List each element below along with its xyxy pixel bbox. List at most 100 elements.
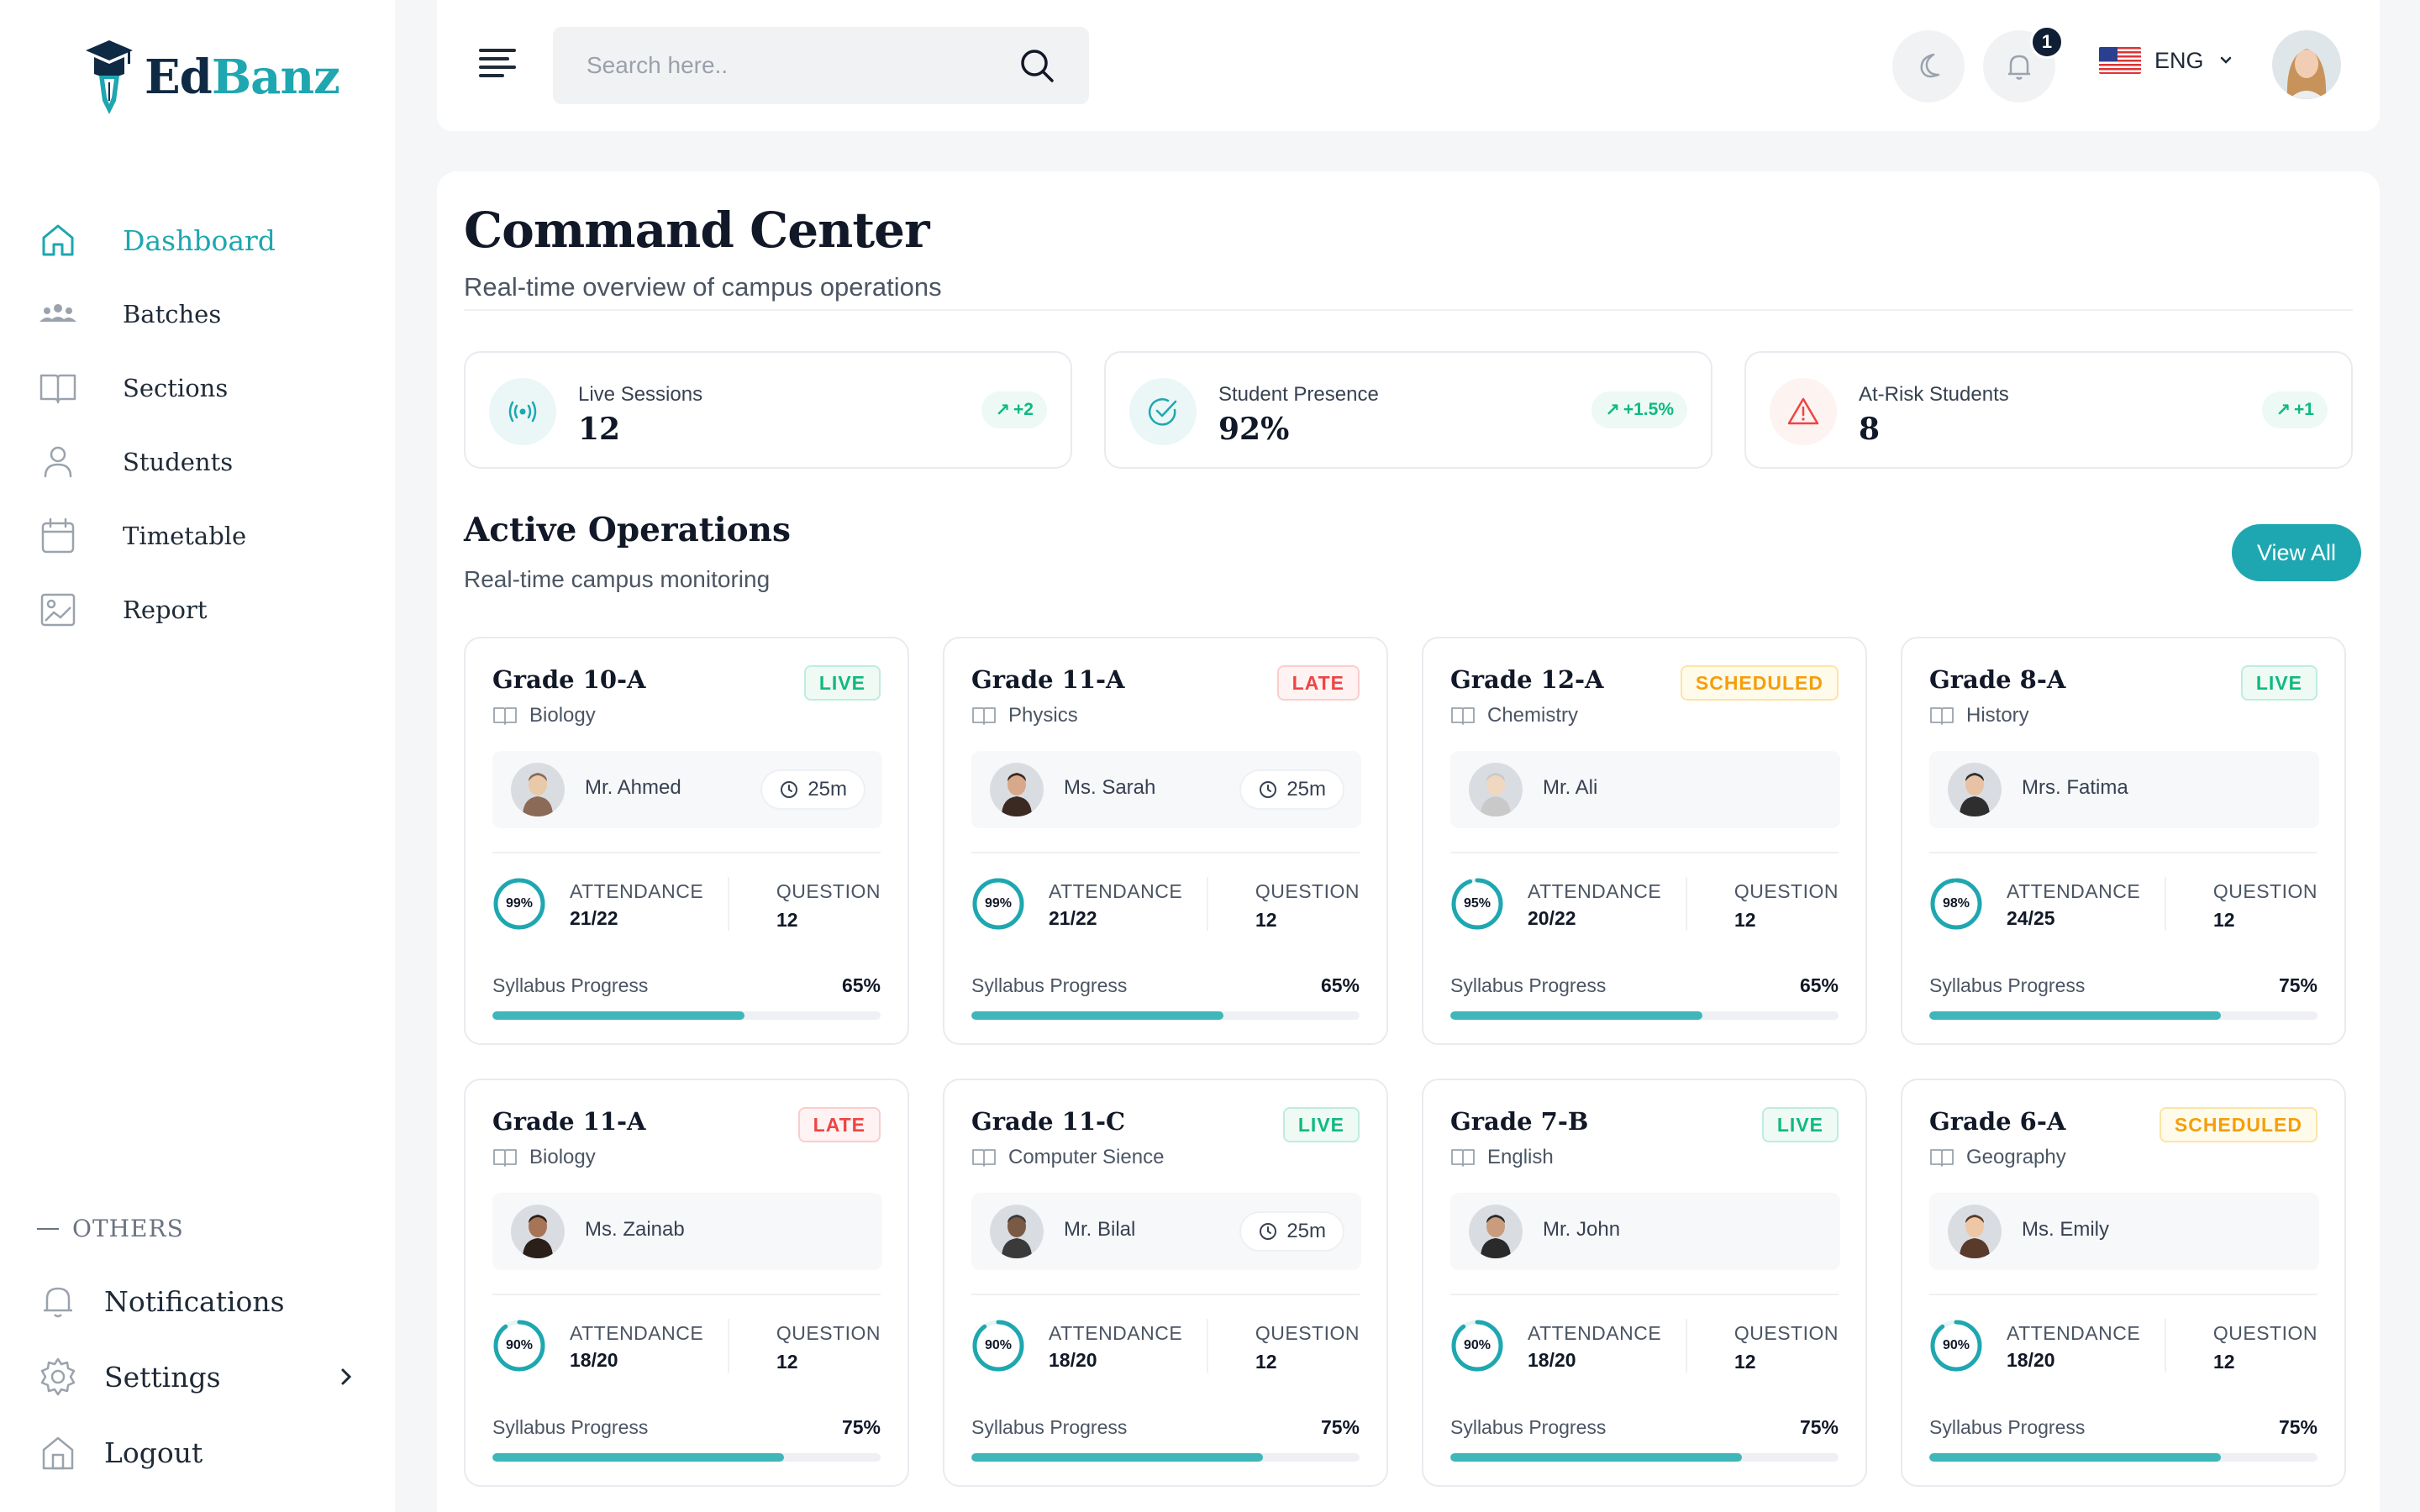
question-value: 12 xyxy=(776,909,798,931)
question-label: QUESTION xyxy=(776,1322,881,1344)
notifications-button[interactable]: 1 xyxy=(1983,25,2064,102)
attendance-ring: 90% xyxy=(1929,1319,1983,1373)
sidebar-item-settings[interactable]: Settings xyxy=(37,1339,356,1415)
dark-mode-button[interactable] xyxy=(1892,30,1965,102)
language-selector[interactable]: ENG xyxy=(2099,47,2234,74)
teacher-box: Ms. Zainab xyxy=(492,1193,882,1270)
attendance-percent: 90% xyxy=(1463,1338,1491,1352)
bell-icon xyxy=(2008,55,2030,80)
sidebar-item-batches[interactable]: Batches xyxy=(37,277,373,351)
syllabus-value: 75% xyxy=(1799,1416,1839,1438)
question-label: QUESTION xyxy=(1255,880,1360,902)
attendance-percent: 90% xyxy=(984,1338,1013,1352)
divider xyxy=(464,309,2353,311)
syllabus-value: 65% xyxy=(1799,974,1839,996)
operation-card[interactable]: Grade 11-C LIVE Computer Sience Mr. Bila… xyxy=(943,1079,1388,1487)
stat-card-at-risk[interactable]: At-Risk Students 8 ↗ +1 xyxy=(1744,351,2353,469)
attendance-value: 24/25 xyxy=(2007,907,2055,929)
sidebar-item-notifications[interactable]: Notifications xyxy=(37,1263,356,1339)
graduation-pen-icon xyxy=(86,40,133,114)
page-subtitle: Real-time overview of campus operations xyxy=(464,272,942,302)
teacher-avatar xyxy=(1948,1205,2002,1258)
timer-value: 25m xyxy=(1286,778,1326,801)
sidebar-item-dashboard[interactable]: Dashboard xyxy=(37,203,373,277)
operation-card[interactable]: Grade 7-B LIVE English Mr. John 90% ATTE… xyxy=(1422,1079,1867,1487)
status-badge: LIVE xyxy=(2240,665,2317,701)
attendance-value: 20/22 xyxy=(1528,907,1576,929)
status-badge: LIVE xyxy=(1282,1107,1360,1142)
session-timer: 25m xyxy=(1239,1211,1344,1252)
card-subject: Chemistry xyxy=(1450,704,1578,727)
stat-label: Student Presence xyxy=(1218,383,1379,406)
question-label: QUESTION xyxy=(1733,880,1839,902)
attendance-label: ATTENDANCE xyxy=(1049,880,1183,902)
user-avatar[interactable] xyxy=(2272,30,2341,99)
teacher-name: Ms. Zainab xyxy=(585,1218,685,1241)
book-open-icon xyxy=(1930,707,1954,725)
card-subject: Physics xyxy=(971,704,1078,727)
brand-name: EdBanz xyxy=(145,50,340,105)
sidebar-item-label: Settings xyxy=(104,1360,221,1394)
teacher-box: Mr. Ali xyxy=(1450,751,1840,828)
progress-fill xyxy=(1450,1011,1703,1020)
status-badge: SCHEDULED xyxy=(1680,665,1839,701)
stat-card-student-presence[interactable]: Student Presence 92% ↗ +1.5% xyxy=(1104,351,1712,469)
book-open-icon xyxy=(1451,1149,1475,1167)
card-grade: Grade 8-A xyxy=(1929,665,2066,694)
progress-fill xyxy=(971,1453,1263,1462)
teacher-avatar xyxy=(511,763,565,816)
attendance-ring: 90% xyxy=(971,1319,1025,1373)
sidebar-item-report[interactable]: Report xyxy=(37,573,373,647)
attendance-label: ATTENDANCE xyxy=(1528,1322,1662,1344)
question-value: 12 xyxy=(776,1351,798,1373)
stat-card-live-sessions[interactable]: Live Sessions 12 ↗ +2 xyxy=(464,351,1072,469)
operation-card[interactable]: Grade 6-A SCHEDULED Geography Ms. Emily … xyxy=(1901,1079,2346,1487)
language-label: ENG xyxy=(2154,47,2204,73)
attendance-ring: 90% xyxy=(1450,1319,1504,1373)
syllabus-label: Syllabus Progress xyxy=(1929,1416,2086,1438)
sidebar-item-students[interactable]: Students xyxy=(37,425,373,499)
attendance-percent: 90% xyxy=(1942,1338,1970,1352)
teacher-avatar xyxy=(1469,763,1523,816)
teacher-avatar xyxy=(990,763,1044,816)
view-all-button[interactable]: View All xyxy=(2232,524,2361,581)
search-icon[interactable] xyxy=(1018,47,1055,84)
sidebar-bottom-nav: Notifications Settings Logout xyxy=(37,1263,356,1490)
menu-toggle-icon[interactable] xyxy=(479,49,516,79)
book-open-icon xyxy=(493,707,517,725)
attendance-value: 21/22 xyxy=(1049,907,1097,929)
card-grade: Grade 12-A xyxy=(1450,665,1604,694)
attendance-percent: 99% xyxy=(984,896,1013,911)
question-value: 12 xyxy=(1734,1351,1756,1373)
question-label: QUESTION xyxy=(1733,1322,1839,1344)
question-value: 12 xyxy=(2213,1351,2235,1373)
chevron-down-icon xyxy=(2220,56,2231,64)
attendance-value: 18/20 xyxy=(1528,1349,1576,1371)
chevron-right-icon[interactable] xyxy=(336,1367,356,1387)
operation-card[interactable]: Grade 11-A LATE Physics Ms. Sarah 25m 99… xyxy=(943,637,1388,1045)
operation-card[interactable]: Grade 8-A LIVE History Mrs. Fatima 98% A… xyxy=(1901,637,2346,1045)
progress-fill xyxy=(1450,1453,1742,1462)
sidebar-item-sections[interactable]: Sections xyxy=(37,351,373,425)
subject-label: Physics xyxy=(1008,704,1078,727)
operation-card[interactable]: Grade 10-A LIVE Biology Mr. Ahmed 25m 99… xyxy=(464,637,909,1045)
sidebar-item-logout[interactable]: Logout xyxy=(37,1415,356,1490)
attendance-label: ATTENDANCE xyxy=(1049,1322,1183,1344)
sidebar-item-label: Timetable xyxy=(123,522,247,550)
sidebar-item-label: Sections xyxy=(123,374,229,402)
subject-label: History xyxy=(1966,704,2029,727)
teacher-name: Mr. Ahmed xyxy=(585,776,681,799)
sidebar-item-timetable[interactable]: Timetable xyxy=(37,499,373,573)
divider xyxy=(1686,1319,1687,1373)
logout-icon xyxy=(42,1436,74,1470)
teacher-avatar xyxy=(1469,1205,1523,1258)
operation-card[interactable]: Grade 11-A LATE Biology Ms. Zainab 90% A… xyxy=(464,1079,909,1487)
search-input[interactable] xyxy=(587,52,1018,79)
brand-logo[interactable]: EdBanz xyxy=(84,37,340,118)
syllabus-progress-bar xyxy=(492,1011,881,1020)
search-box[interactable] xyxy=(553,27,1089,104)
subject-label: Chemistry xyxy=(1487,704,1579,727)
question-value: 12 xyxy=(2213,909,2235,931)
operation-card[interactable]: Grade 12-A SCHEDULED Chemistry Mr. Ali 9… xyxy=(1422,637,1867,1045)
syllabus-value: 75% xyxy=(841,1416,881,1438)
